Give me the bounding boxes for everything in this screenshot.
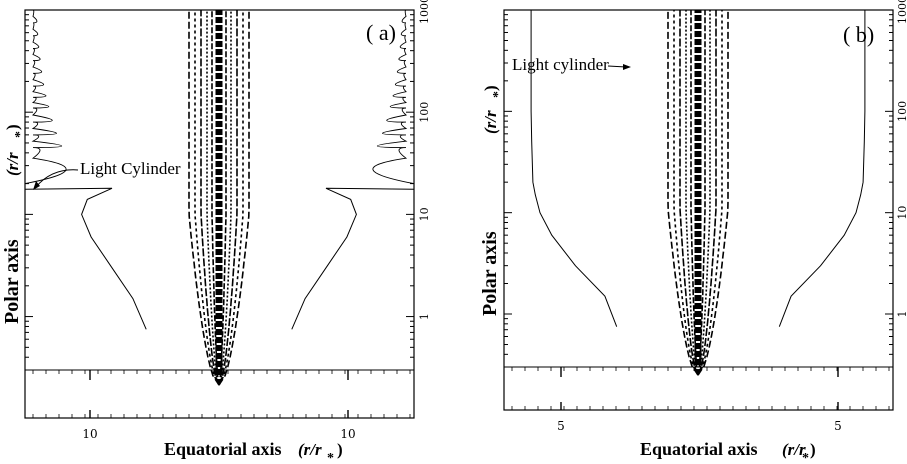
panel-b-xlabel-close: ) xyxy=(810,440,816,459)
panel-b-frame xyxy=(503,9,894,411)
field-line xyxy=(667,10,699,376)
light-cylinder-left xyxy=(24,187,147,330)
outer-oscillation xyxy=(24,9,67,185)
panel-a-ylabel-sub: * xyxy=(13,131,28,138)
field-line xyxy=(697,10,723,376)
x-tick-label: 5 xyxy=(557,419,565,433)
field-line xyxy=(200,10,220,386)
panel-b-xlabel-unit: (r/r xyxy=(782,440,806,459)
panel-a: 1 10 100 1000 10 10 ( a) Light Cylinder Polar… xyxy=(1,0,431,464)
field-line xyxy=(218,10,238,386)
panel-a-xlabel: Equatorial axis xyxy=(164,439,282,459)
panel-a-annotation-arrow xyxy=(35,169,79,188)
panel-b-xlabel: Equatorial axis xyxy=(640,439,758,459)
panel-a-xlabel-close: ) xyxy=(337,440,343,459)
x-tick-label: 10 xyxy=(340,427,355,441)
y-tick-label: 10 xyxy=(896,206,907,220)
field-line xyxy=(697,10,711,376)
field-line xyxy=(218,10,250,386)
panel-a-label: ( a) xyxy=(366,20,396,45)
y-tick-label: 1 xyxy=(418,313,431,320)
field-line xyxy=(211,10,220,386)
x-tick-label: 10 xyxy=(82,427,97,441)
field-line xyxy=(194,10,220,386)
field-line xyxy=(218,10,227,386)
panel-b-field-lines xyxy=(667,10,729,376)
field-line xyxy=(679,10,699,376)
field-line xyxy=(218,10,232,386)
y-tick-label: 1000 xyxy=(418,0,431,24)
field-line xyxy=(685,10,699,376)
light-cylinder-right xyxy=(778,10,866,327)
y-tick-label: 100 xyxy=(896,101,907,122)
panel-b-ylabel-close: ) xyxy=(481,85,500,91)
x-tick-label: 5 xyxy=(834,419,842,433)
light-cylinder-right xyxy=(291,187,415,330)
light-cylinder-left xyxy=(530,10,618,327)
panel-b-label: ( b) xyxy=(843,22,874,47)
panel-b-ylabel: Polar axis xyxy=(479,231,501,316)
field-line xyxy=(206,10,220,386)
panel-b-ylabel-sub: * xyxy=(491,91,506,98)
panel-b-ylabel-unit: (r/r xyxy=(481,110,500,134)
panel-a-xlabel-sub: * xyxy=(327,451,334,464)
y-tick-label: 100 xyxy=(418,102,431,123)
field-line xyxy=(697,10,729,376)
panel-a-ylabel-unit: (r/r xyxy=(3,152,22,176)
panel-a-field-lines xyxy=(188,10,250,386)
y-tick-label: 10 xyxy=(418,207,431,221)
panel-b-xlabel-sub: * xyxy=(802,451,809,464)
panel-a-ylabel-close: ) xyxy=(3,124,22,130)
field-line xyxy=(673,10,699,376)
panel-a-annotation: Light Cylinder xyxy=(80,159,181,178)
panel-a-ylabel: Polar axis xyxy=(1,239,23,324)
panel-a-ticks: 1 10 100 1000 10 10 xyxy=(25,0,431,441)
panel-b-arrow-head xyxy=(623,64,631,70)
field-line xyxy=(697,10,717,376)
panel-a-light-cylinder xyxy=(24,9,415,330)
field-line xyxy=(690,10,699,376)
panel-a-arrow-head xyxy=(33,181,40,190)
panel-b: 1 10 100 1000 5 5 ( b) Light cylinder Polar a… xyxy=(479,0,907,464)
field-line xyxy=(697,10,706,376)
panel-b-light-cylinder xyxy=(530,10,866,327)
outer-oscillation xyxy=(372,9,415,185)
field-line xyxy=(188,10,220,386)
panel-b-ticks: 1 10 100 1000 5 5 xyxy=(504,0,907,433)
panel-b-annotation: Light cylinder xyxy=(512,55,609,74)
panel-a-xlabel-unit: (r/r xyxy=(298,440,322,459)
y-tick-label: 1 xyxy=(896,311,907,318)
y-tick-label: 1000 xyxy=(896,0,907,24)
field-line xyxy=(218,10,244,386)
